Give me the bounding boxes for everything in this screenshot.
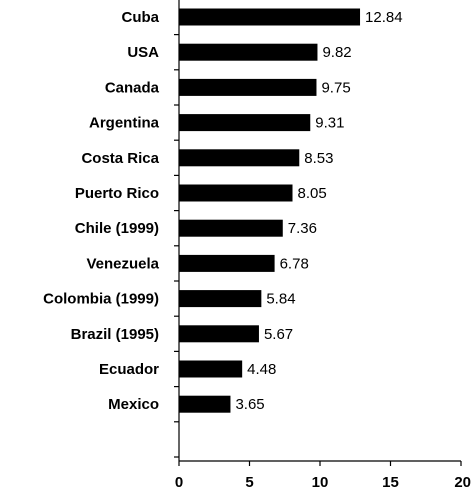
category-label: Colombia (1999) <box>43 291 159 308</box>
bar <box>179 78 317 96</box>
category-label: Brazil (1995) <box>71 326 159 343</box>
x-tick-label: 15 <box>382 474 399 491</box>
category-label: Canada <box>105 79 160 96</box>
x-tick-label: 5 <box>245 474 253 491</box>
category-label: Mexico <box>108 396 159 413</box>
bar <box>179 254 275 272</box>
value-label: 9.31 <box>315 115 344 132</box>
bar <box>179 395 231 413</box>
value-label: 9.75 <box>321 79 350 96</box>
category-label: Argentina <box>89 115 160 132</box>
bar <box>179 360 243 378</box>
bar <box>179 114 311 132</box>
value-label: 9.82 <box>322 44 351 61</box>
value-label: 4.48 <box>247 361 276 378</box>
bar <box>179 184 293 202</box>
category-label: Chile (1999) <box>75 220 159 237</box>
bars-group: Cuba 12.84 USA 9.82 Canada 9.75 Argentina 9.31 C… <box>43 8 403 458</box>
value-label: 8.05 <box>298 185 327 202</box>
bar <box>179 8 361 26</box>
x-tick-label: 10 <box>312 474 329 491</box>
value-label: 5.67 <box>264 326 293 343</box>
category-label: USA <box>127 44 159 61</box>
value-label: 12.84 <box>365 9 403 26</box>
category-label: Ecuador <box>99 361 159 378</box>
category-label: Puerto Rico <box>75 185 159 202</box>
value-label: 8.53 <box>304 150 333 167</box>
category-label: Cuba <box>122 9 160 26</box>
x-ticks-group: 0 5 10 15 20 <box>175 461 471 491</box>
value-label: 3.65 <box>235 396 264 413</box>
bar <box>179 219 283 237</box>
bar <box>179 149 300 167</box>
bar <box>179 43 318 61</box>
value-label: 6.78 <box>280 255 309 272</box>
value-label: 5.84 <box>266 291 295 308</box>
category-label: Venezuela <box>86 255 159 272</box>
bar <box>179 290 262 308</box>
value-label: 7.36 <box>288 220 317 237</box>
bar <box>179 325 259 343</box>
category-label: Costa Rica <box>81 150 159 167</box>
x-tick-label: 20 <box>454 474 471 491</box>
x-tick-label: 0 <box>175 474 183 491</box>
